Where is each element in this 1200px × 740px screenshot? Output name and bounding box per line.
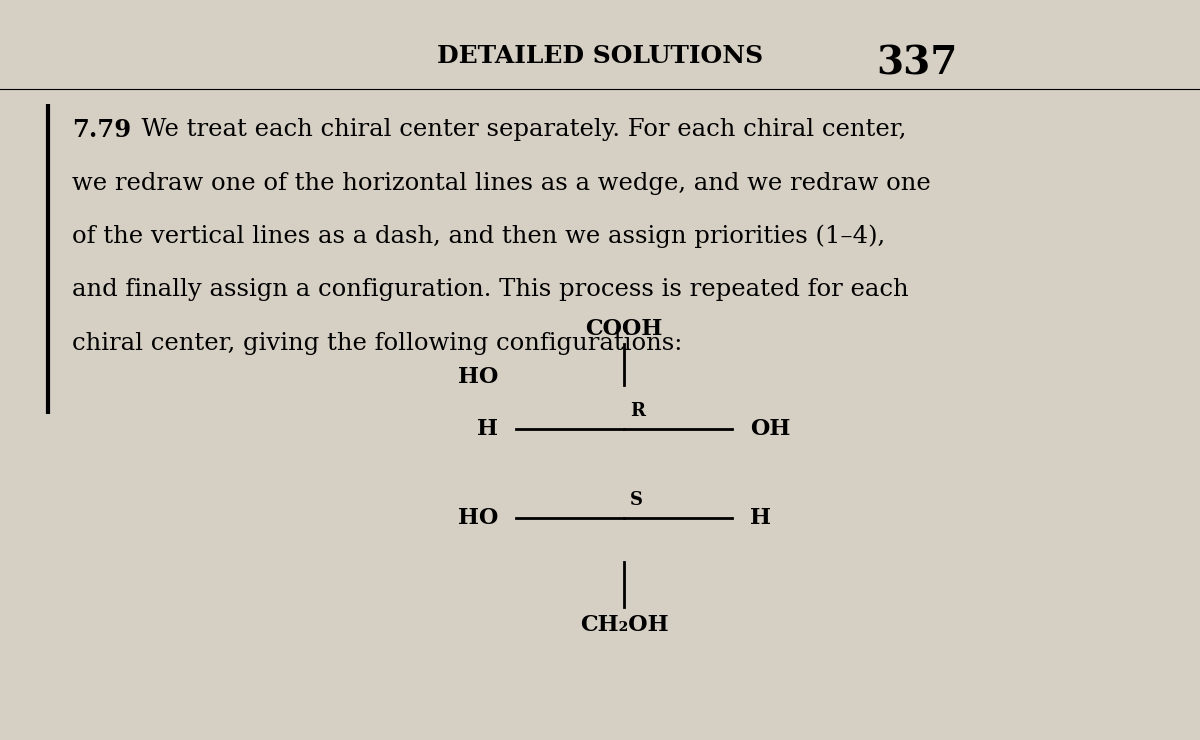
Text: 7.79: 7.79	[72, 118, 131, 142]
Text: CH₂OH: CH₂OH	[580, 614, 668, 636]
Text: DETAILED SOLUTIONS: DETAILED SOLUTIONS	[437, 44, 763, 68]
Text: We treat each chiral center separately. For each chiral center,: We treat each chiral center separately. …	[126, 118, 906, 141]
Text: 337: 337	[876, 44, 958, 82]
Text: OH: OH	[750, 418, 791, 440]
Text: COOH: COOH	[586, 318, 662, 340]
Text: H: H	[750, 507, 772, 529]
Text: HO: HO	[457, 507, 498, 529]
Text: S: S	[630, 491, 643, 509]
Text: of the vertical lines as a dash, and then we assign priorities (1–4),: of the vertical lines as a dash, and the…	[72, 225, 886, 249]
Text: R: R	[630, 403, 646, 420]
Text: and finally assign a configuration. This process is repeated for each: and finally assign a configuration. This…	[72, 278, 908, 301]
Text: H: H	[478, 418, 498, 440]
Text: we redraw one of the horizontal lines as a wedge, and we redraw one: we redraw one of the horizontal lines as…	[72, 172, 931, 195]
Text: HO: HO	[457, 366, 498, 389]
Text: chiral center, giving the following configurations:: chiral center, giving the following conf…	[72, 332, 683, 354]
